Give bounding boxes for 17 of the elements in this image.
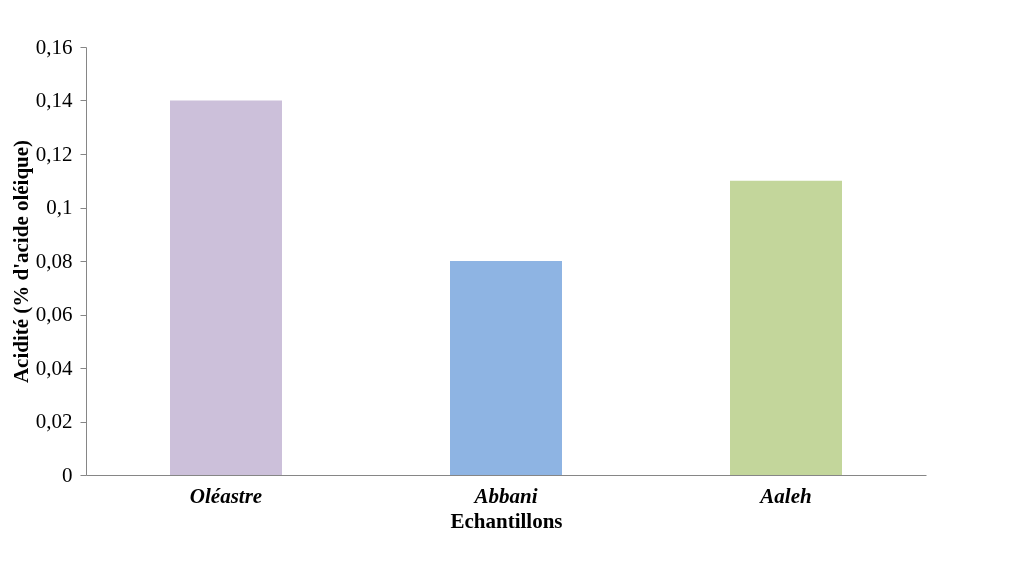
- y-tick-label: 0,02: [35, 409, 73, 433]
- y-tick-label: 0,06: [35, 302, 73, 326]
- bar: [170, 100, 282, 475]
- y-tick-label: 0,1: [46, 195, 73, 219]
- y-tick-label: 0,16: [35, 34, 73, 59]
- y-tick-label: 0,08: [35, 248, 73, 273]
- x-tick-label: Abbani: [472, 483, 538, 508]
- y-tick-label: 0: [62, 462, 73, 487]
- y-tick-label: 0,12: [35, 141, 73, 166]
- bar: [450, 261, 562, 475]
- x-axis-title: Echantillons: [450, 508, 563, 533]
- y-tick-label: 0,04: [35, 355, 73, 380]
- x-tick-label: Aaleh: [758, 483, 812, 508]
- y-tick-label: 0,14: [35, 88, 73, 112]
- x-tick-label: Oléastre: [189, 483, 263, 508]
- bar: [730, 180, 842, 475]
- y-axis-title: Acidité (% d'acide oléique): [8, 139, 33, 384]
